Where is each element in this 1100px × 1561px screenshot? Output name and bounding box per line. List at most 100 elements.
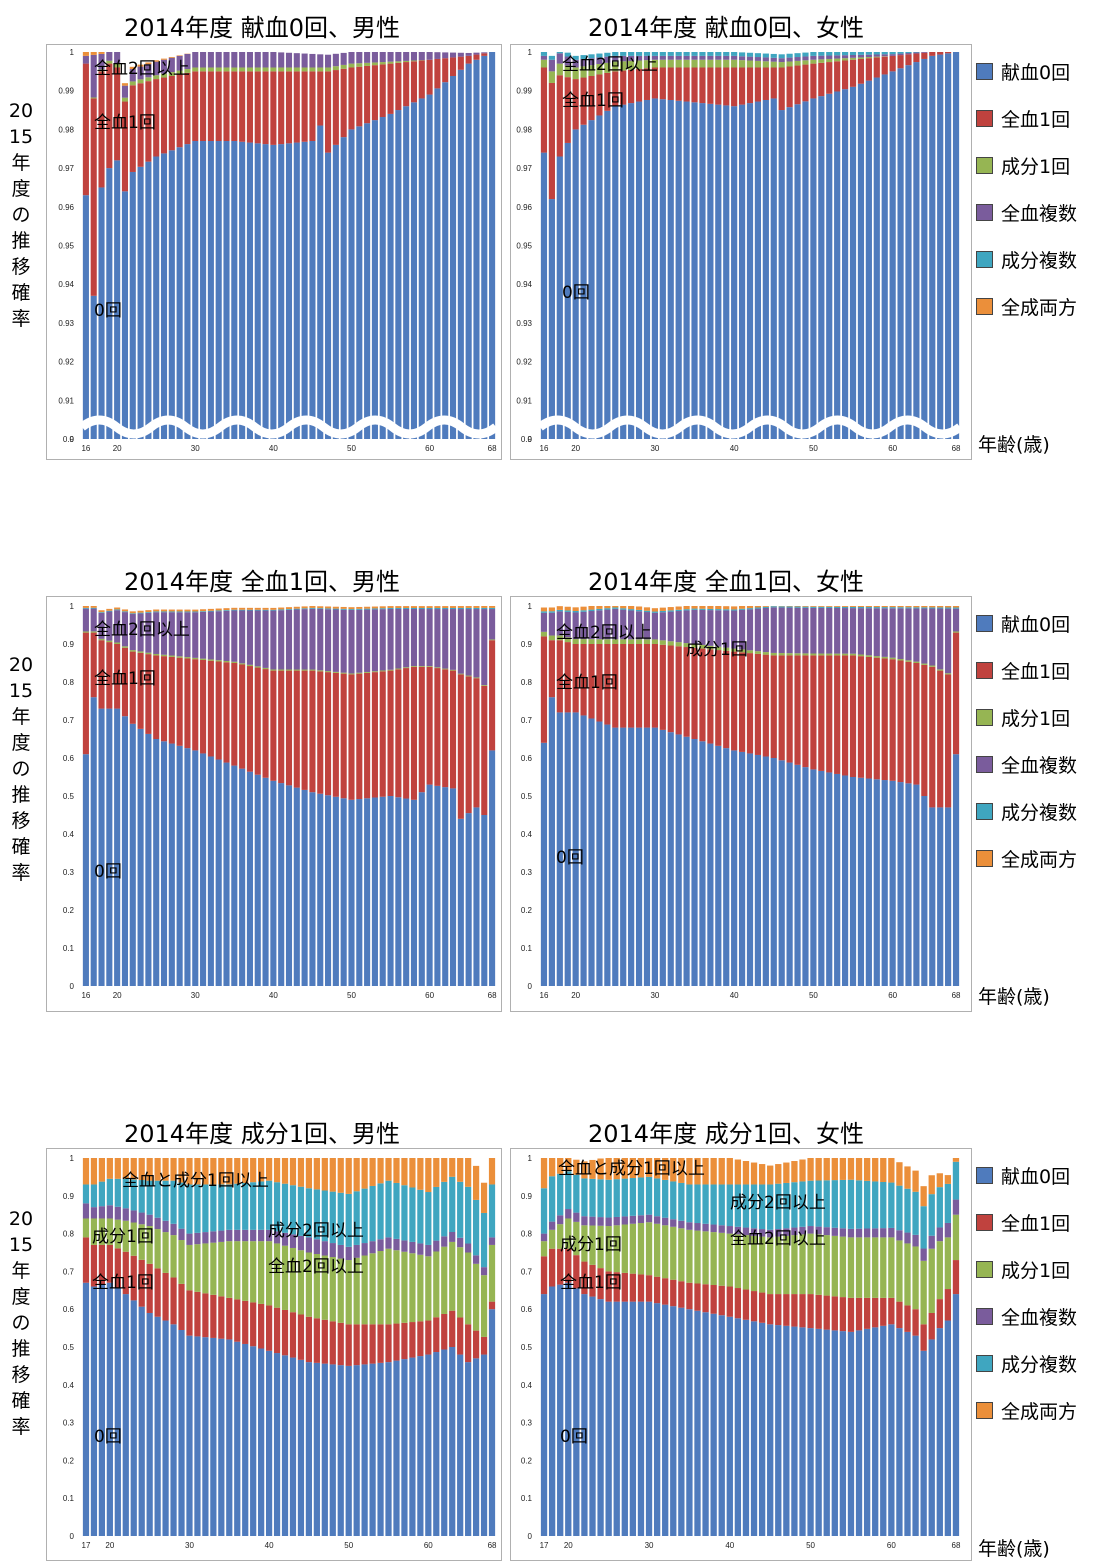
bar-segment — [628, 55, 635, 61]
bar-segment — [873, 56, 880, 58]
bar-segment — [278, 67, 285, 72]
y-tick-label: 0.7 — [521, 716, 533, 725]
bar-segment — [168, 743, 175, 986]
bar-segment — [146, 1180, 153, 1215]
y-tick-label: 0.8 — [63, 1230, 75, 1239]
bar-segment — [488, 1184, 496, 1238]
bar-segment — [920, 1206, 927, 1249]
bar-segment — [433, 1240, 440, 1252]
bar-segment — [210, 1242, 217, 1295]
bar-segment — [831, 1227, 838, 1236]
legend-swatch — [976, 803, 993, 820]
bar-segment — [210, 1294, 217, 1338]
bar-segment — [872, 1297, 879, 1328]
bar-segment — [707, 52, 714, 56]
bar-segment — [548, 612, 555, 636]
bar-segment — [659, 644, 666, 730]
bar-segment — [457, 609, 464, 674]
bar-segment — [738, 52, 746, 57]
bar-segment — [786, 53, 793, 58]
bar-segment — [596, 610, 603, 640]
bar-segment — [834, 606, 841, 607]
bar-segment — [548, 1158, 556, 1177]
bar-segment — [778, 607, 785, 654]
bar-segment — [137, 64, 144, 67]
bar-segment — [548, 1248, 556, 1287]
bar-segment — [379, 52, 386, 63]
legend-label: 全血1回 — [1001, 109, 1071, 131]
bar-segment — [580, 639, 587, 644]
bar-segment — [921, 608, 928, 664]
bar-segment — [928, 1312, 935, 1340]
bar-segment — [691, 55, 698, 60]
bar-segment — [473, 606, 480, 608]
bar-segment — [160, 77, 168, 154]
bar-segment — [810, 59, 817, 64]
bar-segment — [433, 1186, 440, 1241]
bar-segment — [138, 1212, 145, 1225]
bar-segment — [873, 52, 880, 55]
bar-segment — [715, 610, 722, 647]
bar-segment — [678, 1228, 685, 1282]
bar-segment — [168, 56, 175, 58]
bar-segment — [913, 62, 920, 439]
bar-segment — [218, 1296, 225, 1339]
bar-segment — [90, 606, 97, 608]
bar-segment — [936, 1173, 943, 1188]
y-tick-label: 1 — [528, 1154, 533, 1163]
bar-segment — [231, 141, 238, 439]
legend-label: 全血1回 — [1001, 661, 1071, 683]
bar-segment — [659, 607, 666, 611]
bar-segment — [254, 609, 261, 611]
bar-segment — [750, 1162, 758, 1185]
bar-segment — [395, 61, 402, 63]
bar-segment — [952, 52, 960, 439]
bar-segment — [905, 65, 912, 439]
y-axis-label-row1: 2015年度の推移確率 — [8, 100, 34, 330]
x-tick-label: 16 — [81, 991, 90, 1000]
bar-segment — [401, 1185, 408, 1241]
bar-segment — [90, 1207, 98, 1219]
bar-segment — [146, 1158, 153, 1181]
bar-segment — [325, 71, 332, 153]
bar-segment — [325, 67, 332, 72]
bar-segment — [863, 1237, 871, 1298]
bar-segment — [305, 1158, 313, 1189]
bar-segment — [176, 656, 183, 658]
bar-segment — [580, 58, 587, 67]
bar-segment — [778, 110, 785, 440]
bar-segment — [734, 1288, 742, 1319]
legend-item: 成分1回 — [976, 694, 1077, 741]
bar-segment — [122, 1294, 129, 1536]
bar-segment — [667, 607, 674, 611]
bar-segment — [637, 1223, 645, 1275]
bar-segment — [130, 1255, 137, 1301]
bar-segment — [670, 1181, 677, 1220]
bar-segment — [121, 646, 129, 648]
bar-segment — [223, 71, 230, 142]
bar-segment — [379, 606, 386, 609]
bar-segment — [340, 672, 347, 674]
x-tick-label: 20 — [105, 1541, 114, 1550]
bar-segment — [572, 612, 579, 640]
bar-segment — [441, 1158, 448, 1182]
bar-segment — [250, 1302, 257, 1347]
bar-segment — [881, 656, 888, 659]
legend-label: 全成両方 — [1001, 849, 1078, 871]
bar-segment — [723, 105, 730, 439]
bar-segment — [457, 1158, 464, 1182]
bar-segment — [880, 1158, 887, 1182]
bar-segment — [573, 1255, 580, 1289]
x-tick-label: 40 — [730, 991, 739, 1000]
bar-segment — [823, 1235, 830, 1296]
bar-segment — [154, 1316, 161, 1536]
bar-segment — [418, 98, 425, 439]
bar-segment — [888, 1158, 895, 1183]
bar-segment — [246, 607, 253, 610]
y-tick-label: 0.97 — [58, 164, 74, 173]
bar-segment — [457, 69, 464, 440]
bar-segment — [200, 67, 207, 72]
x-tick-label: 20 — [571, 991, 580, 1000]
bar-segment — [718, 1285, 725, 1316]
